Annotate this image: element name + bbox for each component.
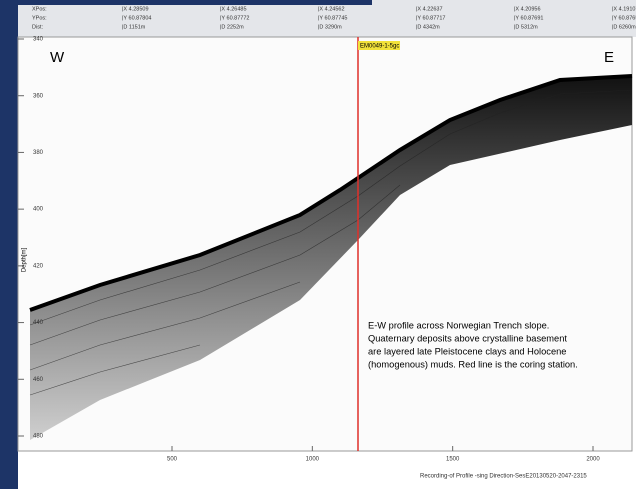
- header-cell: |Y 60.87658: [612, 15, 636, 21]
- y-axis-title: Depth[m]: [22, 247, 28, 272]
- station-label: EM0049-1-5gc: [360, 44, 399, 50]
- header-row-label: XPos:: [32, 6, 47, 12]
- header-cell: |X 4.20956: [514, 6, 541, 12]
- header-cell: |D 3290m: [318, 24, 342, 30]
- header-cell: |D 5312m: [514, 24, 538, 30]
- caption-line: (homogenous) muds. Red line is the corin…: [368, 359, 578, 369]
- header-cell: |Y 60.87691: [514, 15, 543, 21]
- header-cell: |Y 60.87804: [122, 15, 151, 21]
- header-cell: |X 4.28509: [122, 6, 149, 12]
- header-cell: |Y 60.87745: [318, 15, 347, 21]
- y-tick-label: 360: [33, 93, 44, 99]
- caption-line: Quaternary deposits above crystalline ba…: [368, 333, 567, 343]
- header-row-label: YPos:: [32, 15, 47, 21]
- header-cell: |X 4.26485: [220, 6, 247, 12]
- y-tick-label: 440: [33, 320, 44, 326]
- x-tick-label: 1000: [306, 457, 320, 463]
- east-label: E: [604, 49, 614, 66]
- y-tick-label: 460: [33, 377, 44, 383]
- west-label: W: [50, 49, 65, 66]
- frame-left: [0, 0, 18, 489]
- header-cell: |D 1151m: [122, 24, 146, 30]
- y-tick-label: 380: [33, 150, 44, 156]
- screenshot: EM0049-1-5gc W E Depth[m] Recording-of P…: [0, 0, 636, 489]
- y-tick-label: 420: [33, 263, 44, 269]
- y-tick-label: 480: [33, 434, 44, 440]
- footer: Recording-of Profile -sing Direction-Ses…: [420, 474, 587, 480]
- header-cell: |Y 60.87772: [220, 15, 249, 21]
- y-tick-label: 400: [33, 207, 44, 213]
- header-cell: |X 4.22637: [416, 6, 443, 12]
- x-tick-label: 2000: [586, 457, 600, 463]
- header-cell: |X 4.19107: [612, 6, 636, 12]
- x-tick-label: 1500: [446, 457, 460, 463]
- caption-line: are layered late Pleistocene clays and H…: [368, 346, 566, 356]
- header-row-label: Dist:: [32, 24, 43, 30]
- frame-top: [0, 0, 372, 5]
- header-cell: |Y 60.87717: [416, 15, 445, 21]
- header-cell: |D 6260m: [612, 24, 636, 30]
- y-tick-label: 340: [33, 37, 44, 43]
- header-cell: |D 2252m: [220, 24, 244, 30]
- x-tick-label: 500: [167, 457, 178, 463]
- header-cell: |D 4342m: [416, 24, 440, 30]
- header-cell: |X 4.24562: [318, 6, 345, 12]
- caption-line: E-W profile across Norwegian Trench slop…: [368, 320, 549, 330]
